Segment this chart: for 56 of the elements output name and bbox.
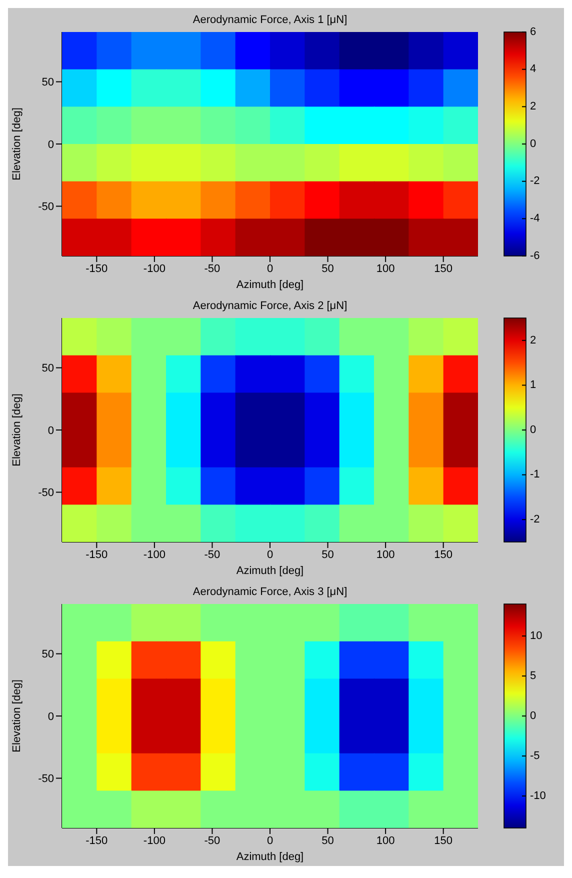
y-tick-label: 0	[48, 138, 54, 151]
y-tick-label: 0	[48, 710, 54, 723]
x-tick-label: 150	[434, 548, 453, 561]
x-tick-label: 0	[266, 834, 274, 847]
y-axis-title: Elevation [deg]	[10, 680, 23, 752]
x-tick-label: 150	[434, 834, 453, 847]
color-bar-label: 6	[530, 26, 536, 38]
x-tick-label: 0	[266, 262, 274, 275]
color-bar-label: 5	[530, 670, 536, 682]
color-bar-label: 1	[530, 379, 536, 392]
x-tick-label: -150	[86, 834, 108, 847]
x-tick-label: -150	[86, 548, 108, 561]
color-bar-label: 0	[530, 138, 536, 150]
color-bar-label: -2	[530, 175, 540, 188]
x-tick-label: -150	[86, 262, 108, 275]
x-tick-label: 0	[266, 548, 274, 561]
color-bar-label: -4	[530, 212, 540, 225]
x-tick-label: 50	[322, 834, 334, 847]
y-tick-label: -50	[38, 487, 54, 500]
y-tick-label: 50	[42, 362, 54, 375]
color-bar-label: -6	[530, 250, 540, 262]
x-axis-title: Azimuth [deg]	[236, 565, 304, 577]
y-tick-label: -50	[38, 201, 54, 214]
color-bar-label: 10	[530, 630, 542, 642]
x-tick-label: -100	[143, 262, 166, 275]
color-bar-label: -5	[530, 750, 540, 762]
x-axis-title: Azimuth [deg]	[236, 851, 304, 863]
x-axis-title: Azimuth [deg]	[236, 279, 304, 291]
x-tick-label: 50	[322, 262, 334, 275]
y-tick-label: 0	[48, 424, 54, 437]
x-tick-label: 150	[434, 262, 453, 275]
x-tick-label: 100	[376, 548, 395, 561]
x-tick-label: -100	[143, 834, 166, 847]
x-tick-label: -100	[143, 548, 166, 561]
color-bar-label: -2	[530, 514, 540, 526]
chart-title: Aerodynamic Force, Axis 2 [μN]	[192, 300, 348, 312]
x-tick-label: -50	[204, 834, 220, 847]
color-bar-label: -10	[530, 790, 546, 802]
x-tick-label: -50	[204, 548, 220, 561]
chart-title: Aerodynamic Force, Axis 3 [μN]	[192, 586, 348, 598]
y-axis-title: Elevation [deg]	[10, 394, 23, 466]
x-tick-label: 50	[322, 548, 334, 561]
color-bar-label: 0	[530, 710, 536, 722]
color-bar-label: 2	[530, 334, 536, 346]
x-tick-label: -50	[204, 262, 220, 275]
color-bar-label: -1	[530, 468, 540, 481]
chart-title: Aerodynamic Force, Axis 1 [μN]	[192, 14, 348, 26]
y-tick-label: 50	[42, 648, 54, 661]
color-bar-label: 4	[530, 63, 536, 76]
x-tick-label: 100	[376, 834, 395, 847]
y-tick-label: 50	[42, 76, 54, 89]
color-bar-label: 2	[530, 100, 536, 113]
y-tick-label: -50	[38, 773, 54, 786]
color-bar-label: 0	[530, 424, 536, 436]
x-tick-label: 100	[376, 262, 395, 275]
y-axis-title: Elevation [deg]	[10, 108, 23, 180]
